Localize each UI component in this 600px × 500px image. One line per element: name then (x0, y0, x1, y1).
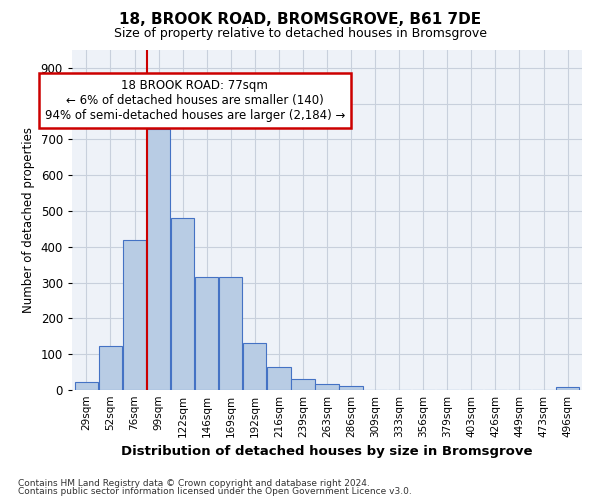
X-axis label: Distribution of detached houses by size in Bromsgrove: Distribution of detached houses by size … (121, 446, 533, 458)
Bar (291, 380, 314, 390)
Bar (316, 384, 338, 390)
Bar (219, 278, 242, 390)
Bar (147, 128, 170, 390)
Bar (267, 366, 290, 390)
Bar (99, 346, 122, 390)
Bar (123, 240, 146, 390)
Bar (340, 386, 363, 390)
Bar (556, 387, 579, 390)
Bar (243, 344, 266, 390)
Y-axis label: Number of detached properties: Number of detached properties (22, 127, 35, 313)
Text: Size of property relative to detached houses in Bromsgrove: Size of property relative to detached ho… (113, 28, 487, 40)
Text: 18 BROOK ROAD: 77sqm
← 6% of detached houses are smaller (140)
94% of semi-detac: 18 BROOK ROAD: 77sqm ← 6% of detached ho… (44, 78, 345, 122)
Bar (75, 382, 98, 390)
Text: Contains public sector information licensed under the Open Government Licence v3: Contains public sector information licen… (18, 487, 412, 496)
Text: 18, BROOK ROAD, BROMSGROVE, B61 7DE: 18, BROOK ROAD, BROMSGROVE, B61 7DE (119, 12, 481, 28)
Bar (195, 278, 218, 390)
Text: Contains HM Land Registry data © Crown copyright and database right 2024.: Contains HM Land Registry data © Crown c… (18, 478, 370, 488)
Bar (171, 218, 194, 390)
